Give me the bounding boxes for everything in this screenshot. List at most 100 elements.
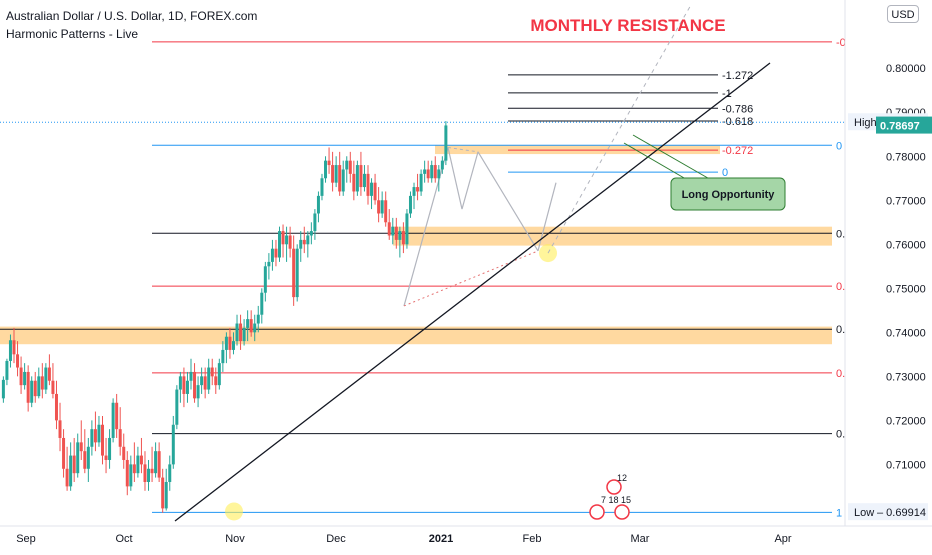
candle-body (125, 459, 129, 487)
candle-body (47, 367, 51, 381)
y-tick-label: 0.73000 (886, 371, 926, 383)
candle-body (320, 178, 324, 196)
candle-body (444, 125, 448, 161)
candle-body (147, 468, 151, 482)
candle-body (139, 455, 143, 465)
candle-body (62, 437, 66, 469)
candle-body (274, 248, 278, 258)
candle-body (419, 173, 423, 192)
candle-body (185, 380, 189, 394)
support-zone-middle (393, 226, 832, 246)
projection-level-label: 0 (722, 167, 728, 179)
candle-body (168, 464, 172, 482)
candle-body (285, 235, 289, 245)
currency-button[interactable]: USD (887, 5, 919, 23)
candle-body (263, 266, 267, 293)
candle-body (51, 380, 55, 394)
candle-body (352, 173, 356, 192)
long-opportunity-box (670, 177, 786, 211)
y-tick-label: 0.72000 (886, 415, 926, 427)
low-highlight (225, 502, 243, 521)
event-marker-icon (614, 504, 630, 520)
candle-body (239, 323, 243, 342)
candle-body (210, 367, 214, 377)
x-tick-label: Feb (523, 533, 542, 545)
candle-body (440, 160, 444, 170)
candle-body (54, 393, 58, 421)
candle-body (278, 231, 281, 258)
y-tick-label: 0.78000 (886, 151, 926, 163)
candle-body (101, 424, 104, 456)
indicator-name[interactable]: Harmonic Patterns - Live (6, 27, 139, 41)
x-tick-label: Oct (115, 533, 132, 545)
x-tick-label: Nov (225, 533, 245, 545)
candle-body (161, 477, 165, 509)
symbol-title: Australian Dollar / U.S. Dollar, 1D, FOR… (6, 9, 258, 23)
candle-body (433, 165, 437, 179)
time-axis (0, 526, 932, 550)
candle-body (108, 437, 112, 460)
x-tick-label: Mar (631, 533, 650, 545)
pattern-leg (461, 151, 479, 210)
point-d-highlight (539, 244, 557, 263)
candle-body (86, 446, 90, 469)
candle-body (175, 389, 179, 425)
candle-body (416, 187, 420, 192)
projection-level-label: -0.618 (722, 116, 753, 128)
event-marker-icon (606, 479, 622, 495)
candle-body (132, 464, 136, 474)
y-tick-label: 0.71000 (886, 459, 926, 471)
projection-dashed-line (547, 6, 691, 254)
candle-body (143, 464, 147, 482)
candle-body (93, 429, 97, 443)
candle-body (316, 195, 320, 214)
trendline (174, 62, 771, 522)
candle-body (394, 226, 398, 240)
y-tick-label: 0.76000 (886, 239, 926, 251)
candle-body (69, 455, 73, 487)
candle-body (359, 165, 363, 188)
candle-body (129, 464, 133, 487)
candle-body (23, 371, 27, 386)
candle-body (288, 235, 292, 249)
candle-body (256, 314, 260, 324)
candle-body (37, 376, 41, 397)
candle-body (231, 341, 235, 350)
candle-body (270, 248, 274, 262)
candle-body (171, 424, 175, 465)
candle-body (76, 442, 80, 474)
candle-body (40, 376, 44, 390)
candle-body (164, 481, 168, 509)
candle-body (157, 451, 161, 478)
y-tick-label: 0.74000 (886, 327, 926, 339)
candle-body (348, 160, 352, 174)
projection-level-label: -1 (722, 88, 732, 100)
candle-body (299, 239, 303, 249)
candle-body (334, 165, 338, 183)
fib-level-label: 1 (836, 507, 842, 519)
candle-body (228, 336, 232, 350)
candle-body (79, 442, 83, 452)
candle-body (8, 340, 12, 361)
candle-body (118, 429, 122, 447)
candle-body (154, 451, 158, 474)
candle-body (412, 187, 416, 196)
candle-body (309, 231, 313, 236)
candle-body (401, 231, 405, 245)
candle-body (373, 182, 377, 201)
candle-body (26, 371, 30, 403)
price-axis (845, 0, 932, 550)
x-tick-label: Dec (326, 533, 346, 545)
candle-body (207, 367, 211, 390)
candle-body (136, 455, 140, 474)
event-marker-count: 7 18 15 (601, 495, 631, 505)
candle-body (430, 165, 434, 179)
y-tick-label: 0.80000 (886, 63, 926, 75)
candle-body (377, 200, 381, 214)
y-tick-label: 0.75000 (886, 283, 926, 295)
candle-body (44, 367, 48, 390)
candle-body (104, 455, 108, 460)
candle-body (111, 402, 115, 438)
